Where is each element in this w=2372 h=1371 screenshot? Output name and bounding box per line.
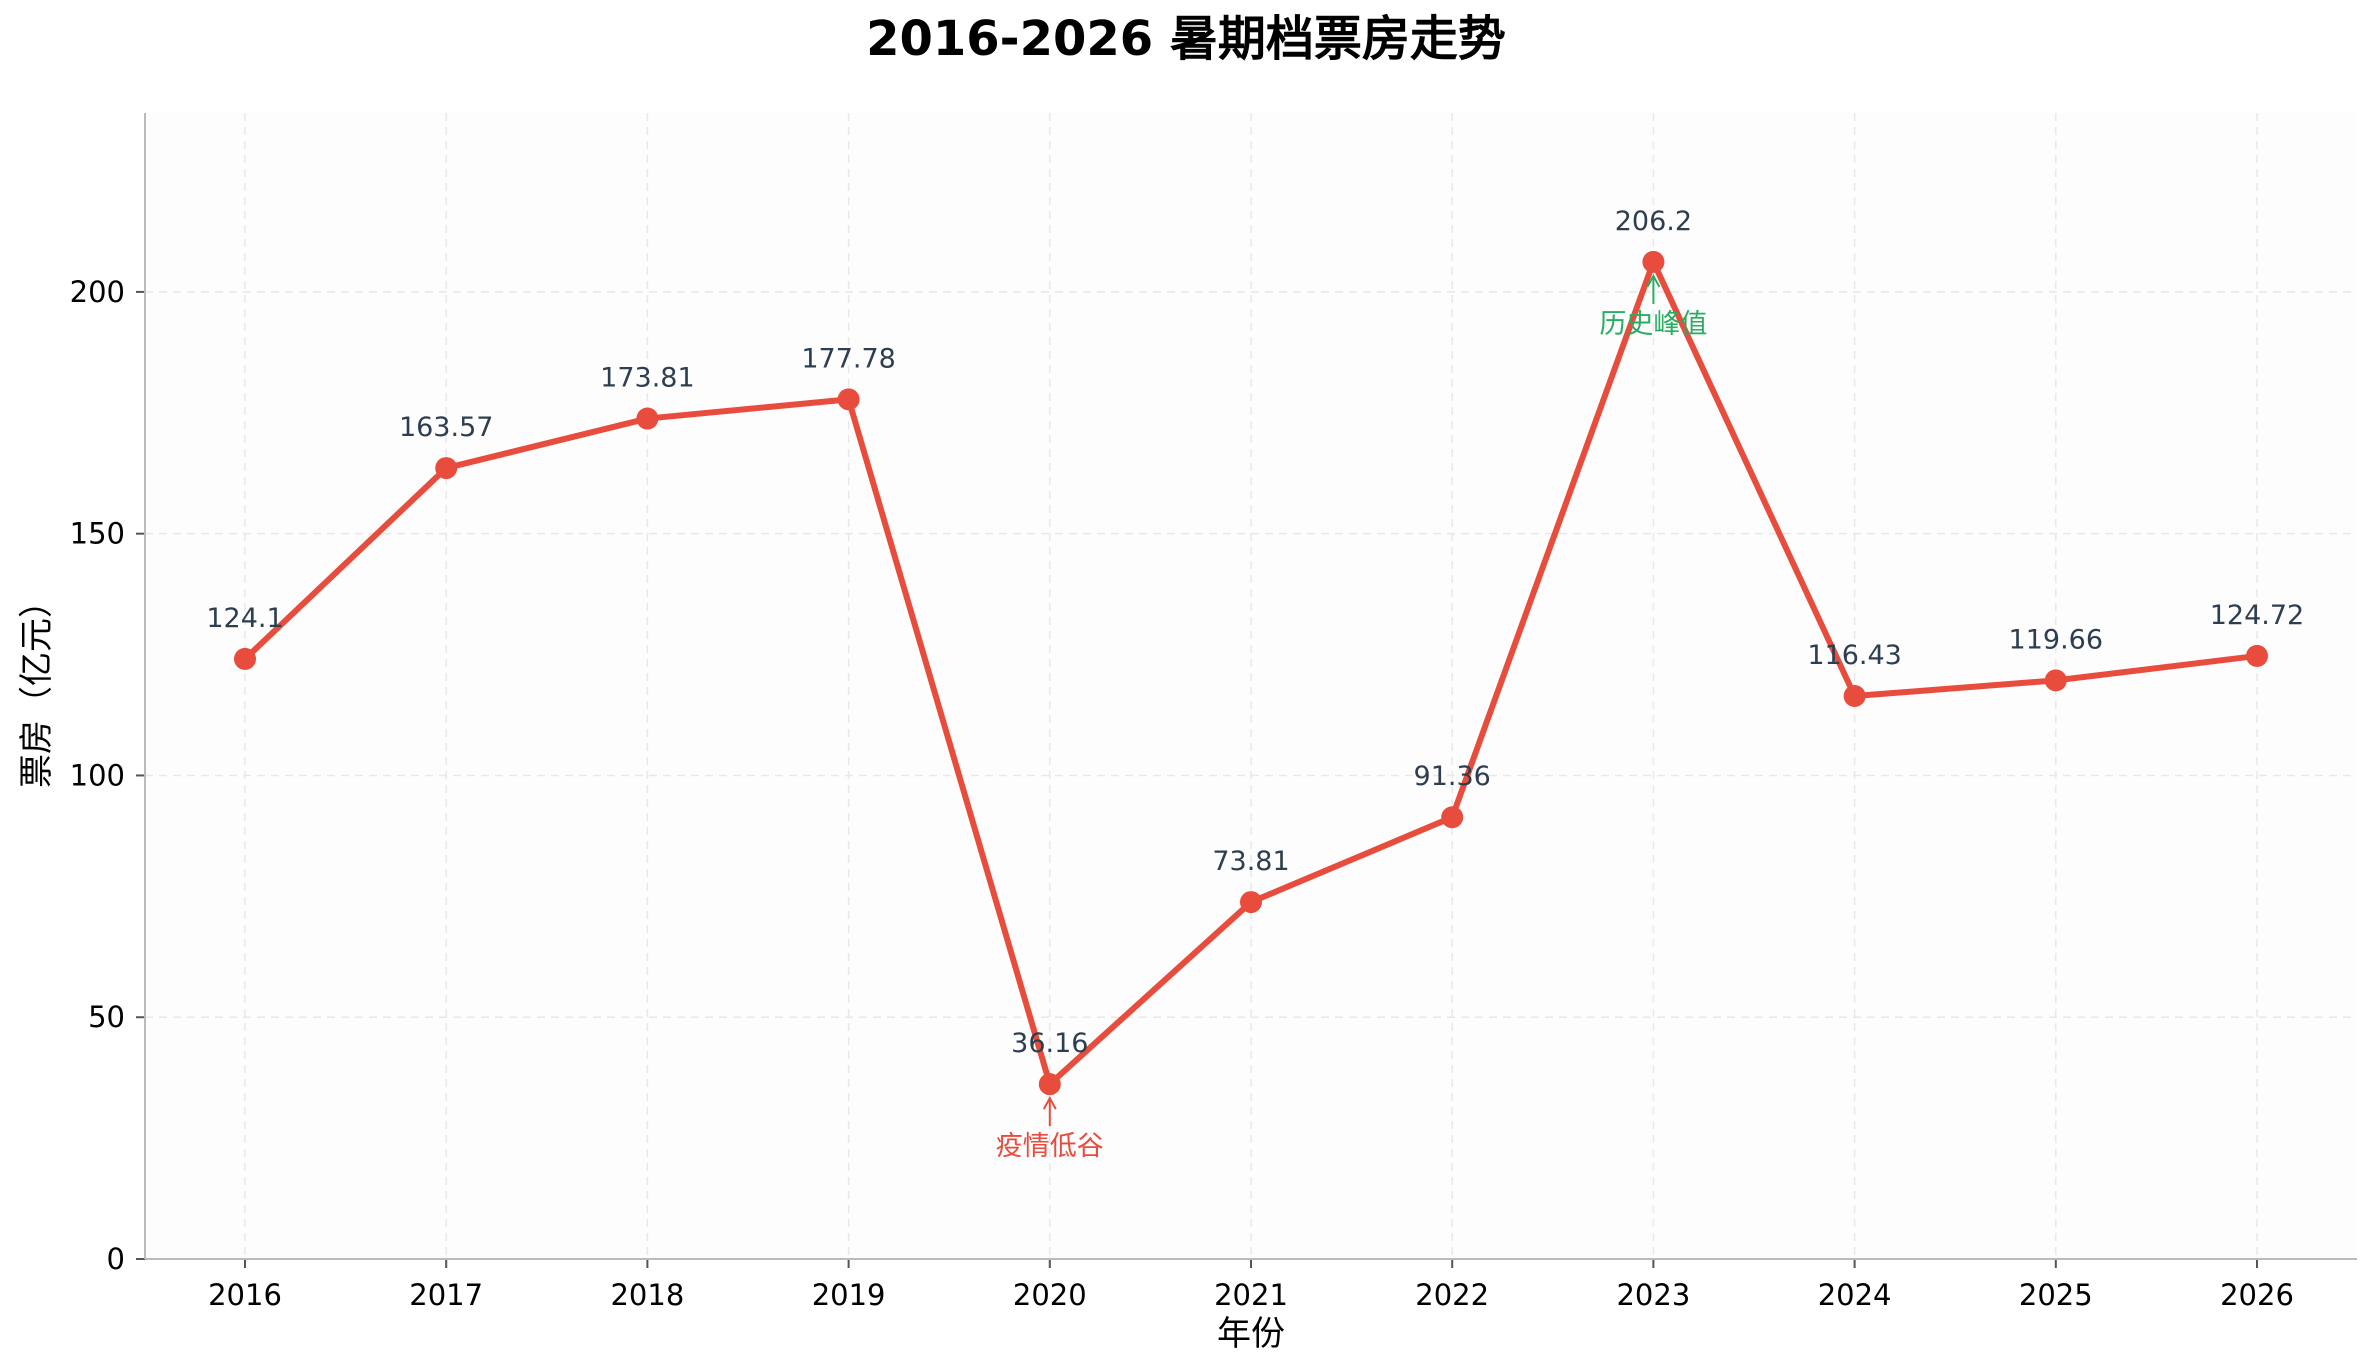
x-tick-label: 2017 bbox=[409, 1278, 483, 1312]
data-point bbox=[636, 407, 659, 430]
x-tick-label: 2016 bbox=[208, 1278, 282, 1312]
data-point bbox=[1441, 806, 1464, 829]
data-point bbox=[1240, 891, 1262, 914]
x-tick-label: 2018 bbox=[610, 1278, 684, 1312]
data-label: 124.72 bbox=[2210, 600, 2304, 631]
y-tick-label: 150 bbox=[70, 517, 125, 551]
grid-lines bbox=[145, 113, 2357, 1259]
x-tick-label: 2026 bbox=[2220, 1278, 2294, 1312]
annotation-label: 历史峰值 bbox=[1599, 309, 1707, 340]
data-label: 206.2 bbox=[1615, 206, 1692, 237]
data-point bbox=[435, 457, 458, 480]
x-axis-label: 年份 bbox=[1217, 1314, 1285, 1354]
data-point bbox=[1642, 250, 1665, 273]
x-tick-label: 2021 bbox=[1214, 1278, 1288, 1312]
x-tick-label: 2020 bbox=[1013, 1278, 1087, 1312]
data-label: 163.57 bbox=[399, 412, 493, 443]
data-point bbox=[2044, 669, 2067, 692]
axes bbox=[136, 113, 2357, 1268]
x-tick-label: 2025 bbox=[2019, 1278, 2093, 1312]
y-tick-label: 100 bbox=[70, 758, 125, 792]
data-label: 73.81 bbox=[1212, 846, 1289, 877]
annotations: 疫情低谷 历史峰值 bbox=[996, 273, 1707, 1162]
data-label: 119.66 bbox=[2009, 624, 2103, 655]
data-label: 177.78 bbox=[801, 343, 895, 374]
data-point bbox=[1038, 1073, 1061, 1096]
tick-labels: 2016 2017 2018 2019 2020 2021 2022 2023 2024 2025… bbox=[70, 275, 2294, 1312]
data-label: 124.1 bbox=[206, 603, 283, 634]
x-tick-label: 2023 bbox=[1616, 1278, 1690, 1312]
annotation-label: 疫情低谷 bbox=[996, 1131, 1104, 1162]
data-point bbox=[234, 647, 256, 670]
x-tick-label: 2019 bbox=[812, 1278, 886, 1312]
data-point bbox=[2246, 644, 2268, 667]
x-tick-label: 2022 bbox=[1415, 1278, 1489, 1312]
data-label: 36.16 bbox=[1011, 1028, 1088, 1059]
data-point bbox=[1843, 685, 1866, 708]
y-tick-label: 50 bbox=[88, 1000, 125, 1034]
data-label: 173.81 bbox=[600, 363, 694, 394]
data-label: 116.43 bbox=[1807, 640, 1901, 671]
annotation-arrowhead bbox=[1646, 273, 1661, 288]
data-label: 91.36 bbox=[1414, 761, 1491, 792]
y-tick-label: 200 bbox=[70, 275, 125, 309]
data-point bbox=[837, 388, 860, 411]
chart-title: 2016-2026 暑期档票房走势 bbox=[866, 11, 1506, 67]
x-tick-label: 2024 bbox=[1818, 1278, 1892, 1312]
y-axis-label: 票房（亿元） bbox=[17, 584, 57, 788]
y-tick-label: 0 bbox=[107, 1242, 125, 1276]
data-labels: 124.1 163.57 173.81 177.78 36.16 73.81 91.36 20… bbox=[206, 206, 2304, 1059]
annotation-arrowhead bbox=[1042, 1096, 1057, 1110]
data-points bbox=[234, 250, 2268, 1096]
